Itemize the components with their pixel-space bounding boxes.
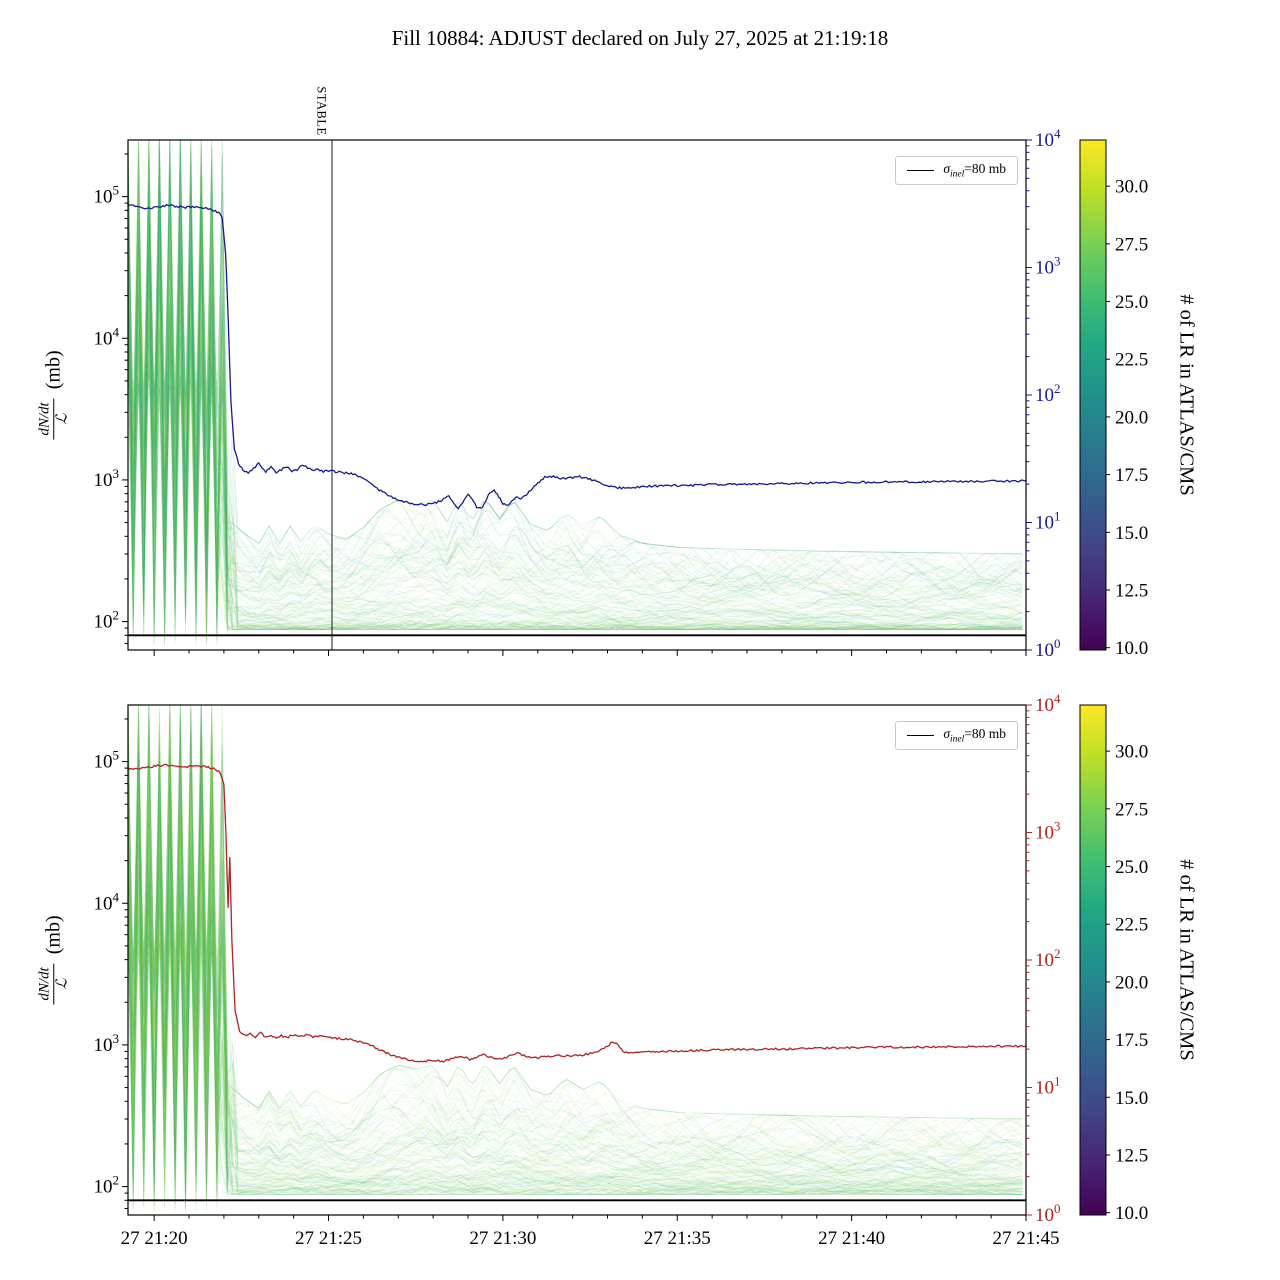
legend-top: σinel=80 mb [895, 156, 1018, 185]
ylabel-numerator: dN/dt [36, 963, 55, 1005]
colorbar-label-top: # of LR in ATLAS/CMS [1175, 294, 1198, 496]
sigma-line-swatch [907, 169, 935, 171]
svg-text:100: 100 [1035, 1201, 1061, 1226]
svg-text:30.0: 30.0 [1115, 177, 1148, 198]
svg-text:15.0: 15.0 [1115, 1088, 1148, 1109]
svg-text:20.0: 20.0 [1115, 972, 1148, 993]
svg-text:20.0: 20.0 [1115, 407, 1148, 428]
sigma-value: =80 mb [964, 726, 1006, 741]
svg-text:22.5: 22.5 [1115, 350, 1148, 371]
svg-text:27 21:40: 27 21:40 [818, 1228, 885, 1249]
svg-text:27 21:35: 27 21:35 [644, 1228, 711, 1249]
ylabel-fraction: dN/dt ℒ [36, 398, 72, 440]
stable-label: STABLE [314, 86, 329, 136]
svg-text:10.0: 10.0 [1115, 638, 1148, 659]
sigma-subscript: inel [950, 734, 965, 745]
figure-title: Fill 10884: ADJUST declared on July 27, … [391, 26, 889, 50]
svg-text:10.0: 10.0 [1115, 1203, 1148, 1224]
sigma-legend-label: σinel=80 mb [943, 161, 1006, 180]
legend-bottom: σinel=80 mb [895, 721, 1018, 750]
svg-text:104: 104 [94, 324, 120, 349]
svg-text:27.5: 27.5 [1115, 234, 1148, 255]
svg-text:15.0: 15.0 [1115, 523, 1148, 544]
svg-text:102: 102 [94, 1173, 120, 1198]
ylabel-unit: (mb) [42, 350, 65, 390]
svg-text:27 21:20: 27 21:20 [121, 1228, 188, 1249]
svg-text:105: 105 [94, 748, 120, 773]
ylabel-numerator: dN/dt [36, 398, 55, 440]
svg-text:12.5: 12.5 [1115, 1146, 1148, 1167]
svg-text:100: 100 [1035, 636, 1061, 661]
svg-text:102: 102 [94, 608, 120, 633]
svg-text:103: 103 [1035, 819, 1061, 844]
ylabel-unit: (mb) [42, 915, 65, 955]
svg-text:27 21:25: 27 21:25 [295, 1228, 362, 1249]
svg-text:102: 102 [1035, 946, 1061, 971]
svg-text:27 21:30: 27 21:30 [469, 1228, 536, 1249]
svg-text:17.5: 17.5 [1115, 465, 1148, 486]
svg-text:101: 101 [1035, 509, 1061, 534]
svg-text:104: 104 [1035, 126, 1061, 151]
sigma-legend-label: σinel=80 mb [943, 726, 1006, 745]
svg-text:27 21:45: 27 21:45 [992, 1228, 1059, 1249]
sigma-line-swatch [907, 734, 935, 736]
svg-text:103: 103 [1035, 254, 1061, 279]
ylabel-fraction: dN/dt ℒ [36, 963, 72, 1005]
svg-text:105: 105 [94, 183, 120, 208]
svg-text:25.0: 25.0 [1115, 857, 1148, 878]
svg-text:101: 101 [1035, 1074, 1061, 1099]
svg-text:103: 103 [94, 1031, 120, 1056]
svg-text:17.5: 17.5 [1115, 1030, 1148, 1051]
svg-text:103: 103 [94, 466, 120, 491]
svg-text:104: 104 [94, 889, 120, 914]
svg-text:12.5: 12.5 [1115, 581, 1148, 602]
sigma-symbol: σ [943, 726, 950, 741]
svg-text:30.0: 30.0 [1115, 742, 1148, 763]
svg-text:104: 104 [1035, 691, 1061, 716]
ylabel-denominator: ℒ [54, 413, 71, 425]
svg-text:25.0: 25.0 [1115, 292, 1148, 313]
svg-text:27.5: 27.5 [1115, 799, 1148, 820]
svg-text:22.5: 22.5 [1115, 915, 1148, 936]
sigma-value: =80 mb [964, 161, 1006, 176]
y-axis-label-bottom: dN/dt ℒ (mb) [36, 915, 72, 1005]
sigma-subscript: inel [950, 169, 965, 180]
colorbar-label-bottom: # of LR in ATLAS/CMS [1175, 859, 1198, 1061]
sigma-symbol: σ [943, 161, 950, 176]
y-axis-label-top: dN/dt ℒ (mb) [36, 350, 72, 440]
ylabel-denominator: ℒ [54, 978, 71, 990]
svg-text:102: 102 [1035, 381, 1061, 406]
